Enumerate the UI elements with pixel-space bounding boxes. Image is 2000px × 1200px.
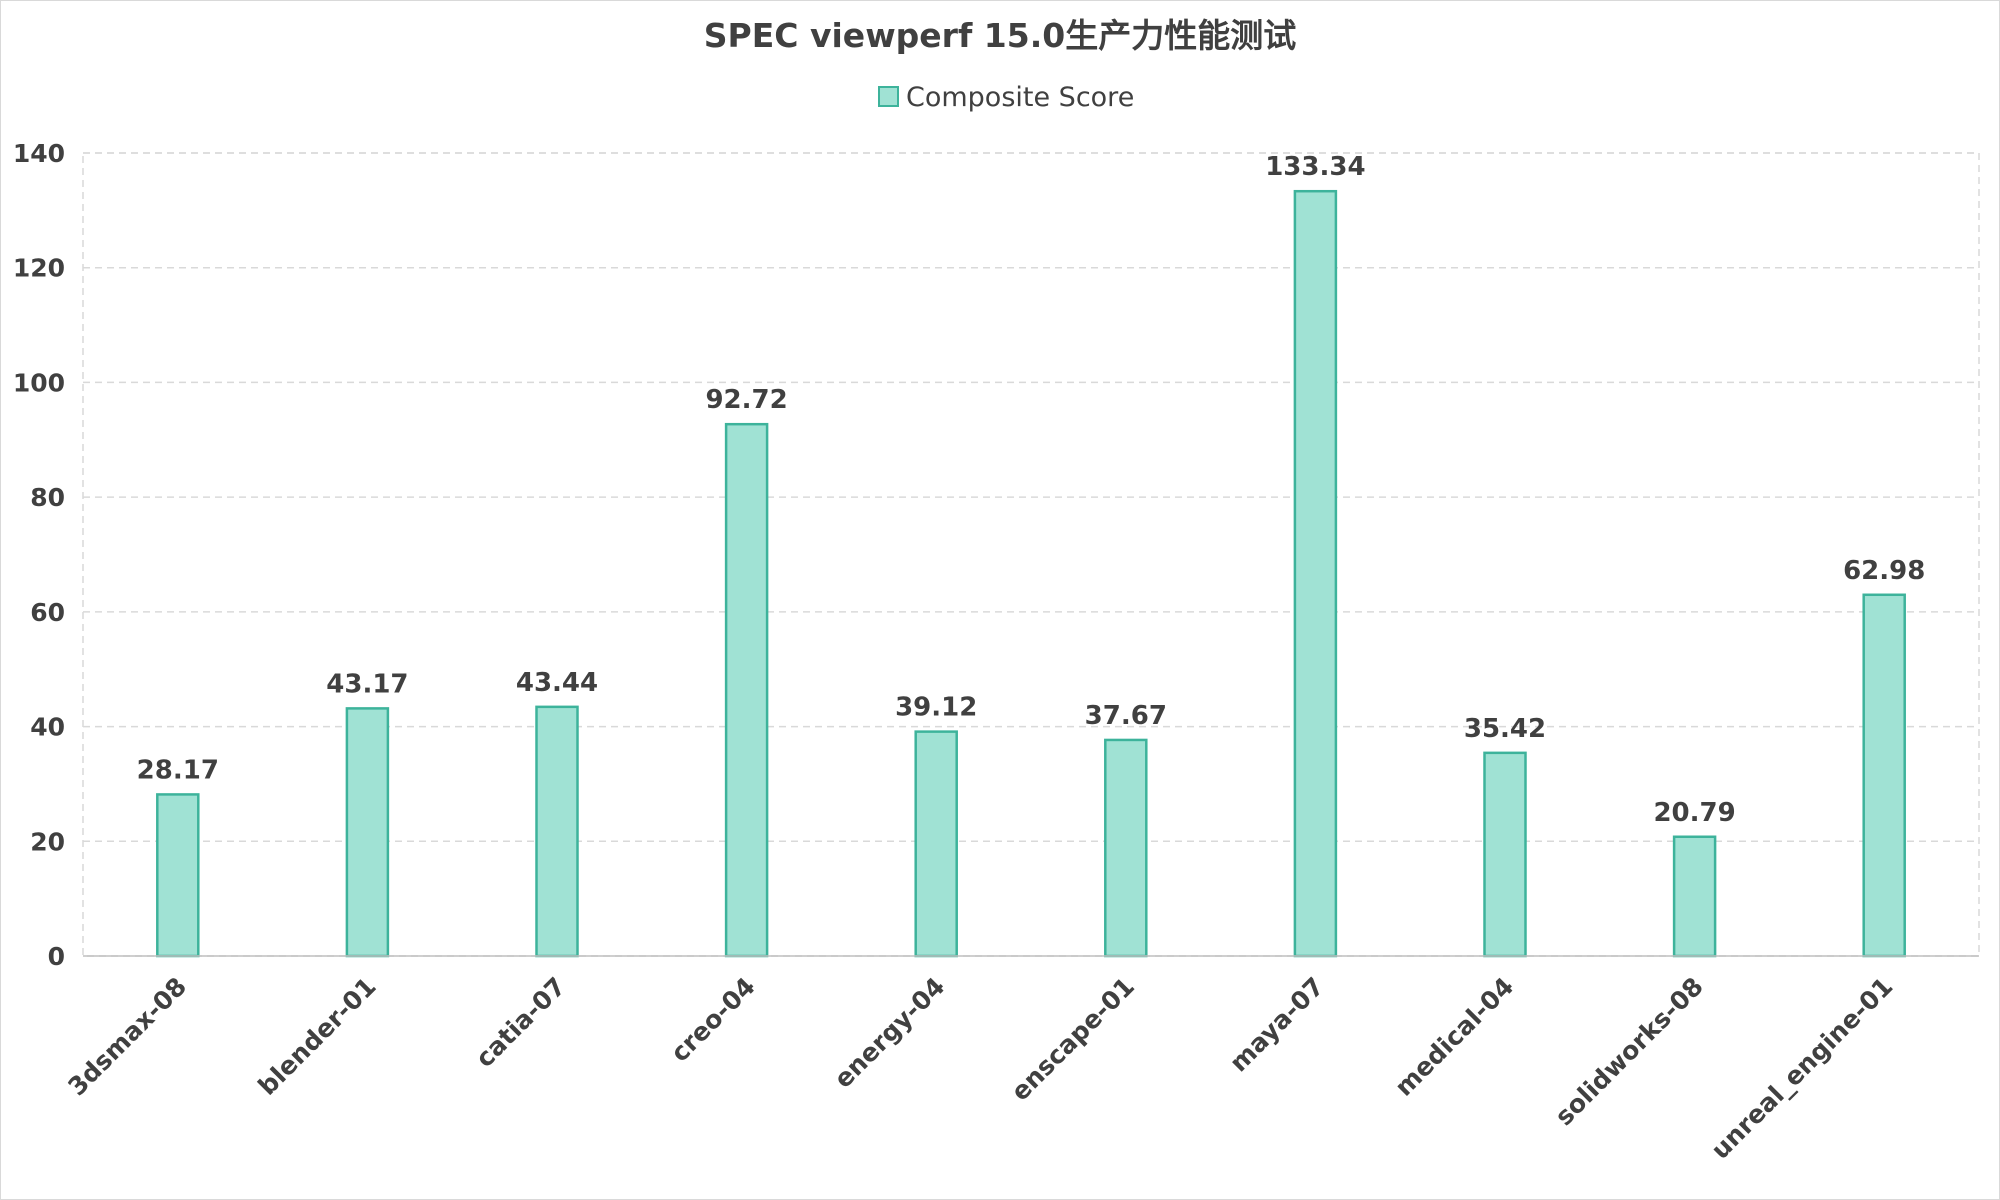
bar-creo-04 <box>724 422 769 958</box>
chart-title: SPEC viewperf 15.0生产力性能测试 <box>704 16 1296 55</box>
bar-unreal_engine-01 <box>1862 593 1906 958</box>
data-labels: 28.17 43.17 43.44 92.72 39.12 37.67 133.34 35.4… <box>137 152 1926 828</box>
x-tick-label-medical-04: medical-04 <box>1389 972 1519 1102</box>
bar-enscape-01 <box>1104 738 1148 958</box>
bar-medical-04 <box>1483 751 1527 958</box>
x-tick-label-3dsmax-08: 3dsmax-08 <box>62 972 192 1102</box>
data-label-blender-01: 43.17 <box>326 669 408 699</box>
x-tick-label-catia-07: catia-07 <box>470 972 571 1073</box>
data-label-solidworks-08: 20.79 <box>1653 798 1735 828</box>
data-label-3dsmax-08: 28.17 <box>137 755 219 785</box>
data-label-catia-07: 43.44 <box>516 668 598 698</box>
x-tick-label-creo-04: creo-04 <box>665 972 761 1068</box>
data-label-energy-04: 39.12 <box>895 693 977 723</box>
data-label-unreal_engine-01: 62.98 <box>1843 556 1925 586</box>
y-axis: 0 20 40 60 80 100 120 140 <box>13 139 65 971</box>
y-tick-label: 140 <box>13 139 65 168</box>
x-axis: 3dsmax-08 blender-01 catia-07 creo-04 energy… <box>62 955 1979 1165</box>
y-tick-label: 60 <box>30 598 65 627</box>
gridlines <box>82 152 1980 957</box>
bar-solidworks-08 <box>1672 835 1717 958</box>
data-label-enscape-01: 37.67 <box>1085 701 1167 731</box>
x-tick-label-maya-07: maya-07 <box>1224 972 1330 1078</box>
bar-blender-01 <box>345 707 390 958</box>
legend: Composite Score <box>878 82 1134 113</box>
data-label-maya-07: 133.34 <box>1265 152 1365 182</box>
x-tick-label-enscape-01: enscape-01 <box>1005 972 1140 1107</box>
legend-swatch <box>878 86 899 107</box>
bar-maya-07 <box>1293 189 1338 958</box>
bar-3dsmax-08 <box>156 793 200 958</box>
y-tick-label: 20 <box>30 827 65 856</box>
y-tick-label: 0 <box>48 942 65 971</box>
data-label-creo-04: 92.72 <box>705 385 787 415</box>
legend-label: Composite Score <box>906 82 1134 113</box>
x-tick-label-energy-04: energy-04 <box>829 972 951 1094</box>
bar-energy-04 <box>914 730 958 958</box>
y-tick-label: 120 <box>13 254 65 283</box>
y-tick-label: 80 <box>30 483 65 512</box>
y-tick-label: 40 <box>30 713 65 742</box>
data-label-medical-04: 35.42 <box>1464 714 1546 744</box>
x-tick-label-blender-01: blender-01 <box>253 972 382 1101</box>
x-tick-label-unreal_engine-01: unreal_engine-01 <box>1705 972 1898 1165</box>
y-tick-label: 100 <box>13 368 65 397</box>
bar-catia-07 <box>535 705 579 958</box>
x-tick-label-solidworks-08: solidworks-08 <box>1549 972 1708 1131</box>
